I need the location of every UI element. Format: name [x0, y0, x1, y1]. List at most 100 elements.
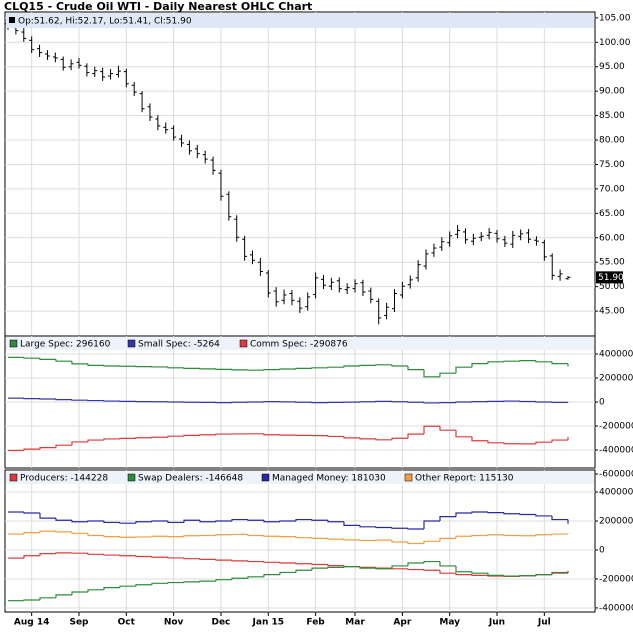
step-line [23, 531, 40, 535]
step-line [343, 365, 360, 368]
step-line [295, 563, 312, 565]
step-line [39, 597, 56, 600]
y-tick-label: 200000 [599, 374, 633, 384]
step-line [215, 433, 232, 435]
step-line [311, 367, 328, 369]
step-line [55, 552, 72, 554]
step-line [471, 363, 488, 368]
y-tick-label: 400000 [599, 488, 633, 498]
step-line [199, 558, 216, 561]
step-line [247, 576, 264, 579]
step-line [551, 572, 568, 575]
step-line [247, 534, 264, 537]
y-tick-label: 0 [599, 398, 605, 408]
step-line [87, 520, 104, 522]
step-line [71, 441, 88, 446]
y-tick-label: -200000 [599, 422, 633, 432]
step-line [71, 399, 88, 401]
step-line [55, 518, 72, 521]
step-line [119, 536, 136, 538]
step-line [487, 511, 504, 514]
step-line [247, 560, 264, 563]
step-line [455, 535, 472, 539]
step-line [327, 538, 344, 540]
x-tick-label: Apr [393, 618, 411, 628]
y-tick-label: 400000 [599, 350, 633, 360]
step-line [215, 534, 232, 536]
step-line [359, 437, 376, 440]
step-line [343, 539, 360, 541]
step-line [71, 591, 88, 595]
step-line [87, 439, 104, 442]
step-line [359, 525, 376, 528]
y-tick-label: -600000 [599, 470, 633, 480]
step-line [375, 438, 392, 441]
y-tick-label: 80.00 [599, 136, 625, 146]
y-tick-label: 105.00 [599, 13, 631, 23]
step-line [23, 599, 40, 601]
legend-label: Small Spec: -5264 [138, 340, 220, 350]
step-line [183, 367, 200, 369]
step-line [487, 440, 504, 444]
last-price-label: 51.90 [598, 273, 624, 283]
step-line [151, 520, 168, 522]
step-line [279, 368, 296, 370]
step-line [423, 402, 440, 404]
y-tick-label: -400000 [599, 603, 633, 613]
step-line [487, 534, 504, 536]
step-line [135, 437, 152, 439]
step-line [199, 520, 216, 523]
step-line [455, 565, 472, 573]
step-line [503, 360, 520, 362]
step-line [407, 528, 424, 530]
step-line [103, 521, 120, 524]
step-line [535, 441, 552, 444]
x-tick-label: Jan 15 [252, 618, 285, 628]
legend-label: Producers: -144228 [20, 474, 108, 484]
step-line [471, 511, 488, 514]
step-line [263, 574, 280, 577]
x-tick-label: May [439, 618, 460, 628]
step-line [407, 542, 424, 545]
step-line [407, 568, 424, 571]
step-line [503, 575, 520, 577]
step-line [279, 520, 296, 522]
x-tick-label: Jun [488, 618, 505, 628]
step-line [311, 563, 328, 566]
step-line [183, 434, 200, 437]
step-line [455, 401, 472, 403]
step-line [439, 561, 456, 567]
legend-swatch [127, 473, 136, 482]
step-line [39, 530, 56, 533]
header-band [6, 13, 594, 28]
step-line [295, 536, 312, 539]
step-line [55, 594, 72, 598]
step-line [455, 430, 472, 438]
step-line [23, 448, 40, 451]
step-line [535, 574, 552, 576]
header-icon [9, 17, 15, 23]
y-tick-label: 0 [599, 545, 605, 555]
step-line [439, 537, 456, 542]
x-tick-label: Oct [118, 618, 136, 628]
y-tick-label: 65.00 [599, 209, 625, 219]
legend-swatch [127, 339, 136, 348]
step-line [231, 518, 248, 522]
last-price-box [596, 271, 623, 284]
legend-swatch [404, 473, 413, 482]
step-line [359, 566, 376, 569]
step-line [343, 566, 360, 568]
step-line [103, 365, 120, 367]
step-line [247, 519, 264, 521]
step-line [295, 518, 312, 522]
step-line [423, 369, 440, 378]
step-line [343, 436, 360, 439]
step-line [327, 566, 344, 569]
step-line [423, 560, 440, 564]
y-tick-label: 200000 [599, 517, 633, 527]
step-line [407, 366, 424, 371]
step-line [519, 513, 536, 516]
step-line [279, 562, 296, 564]
